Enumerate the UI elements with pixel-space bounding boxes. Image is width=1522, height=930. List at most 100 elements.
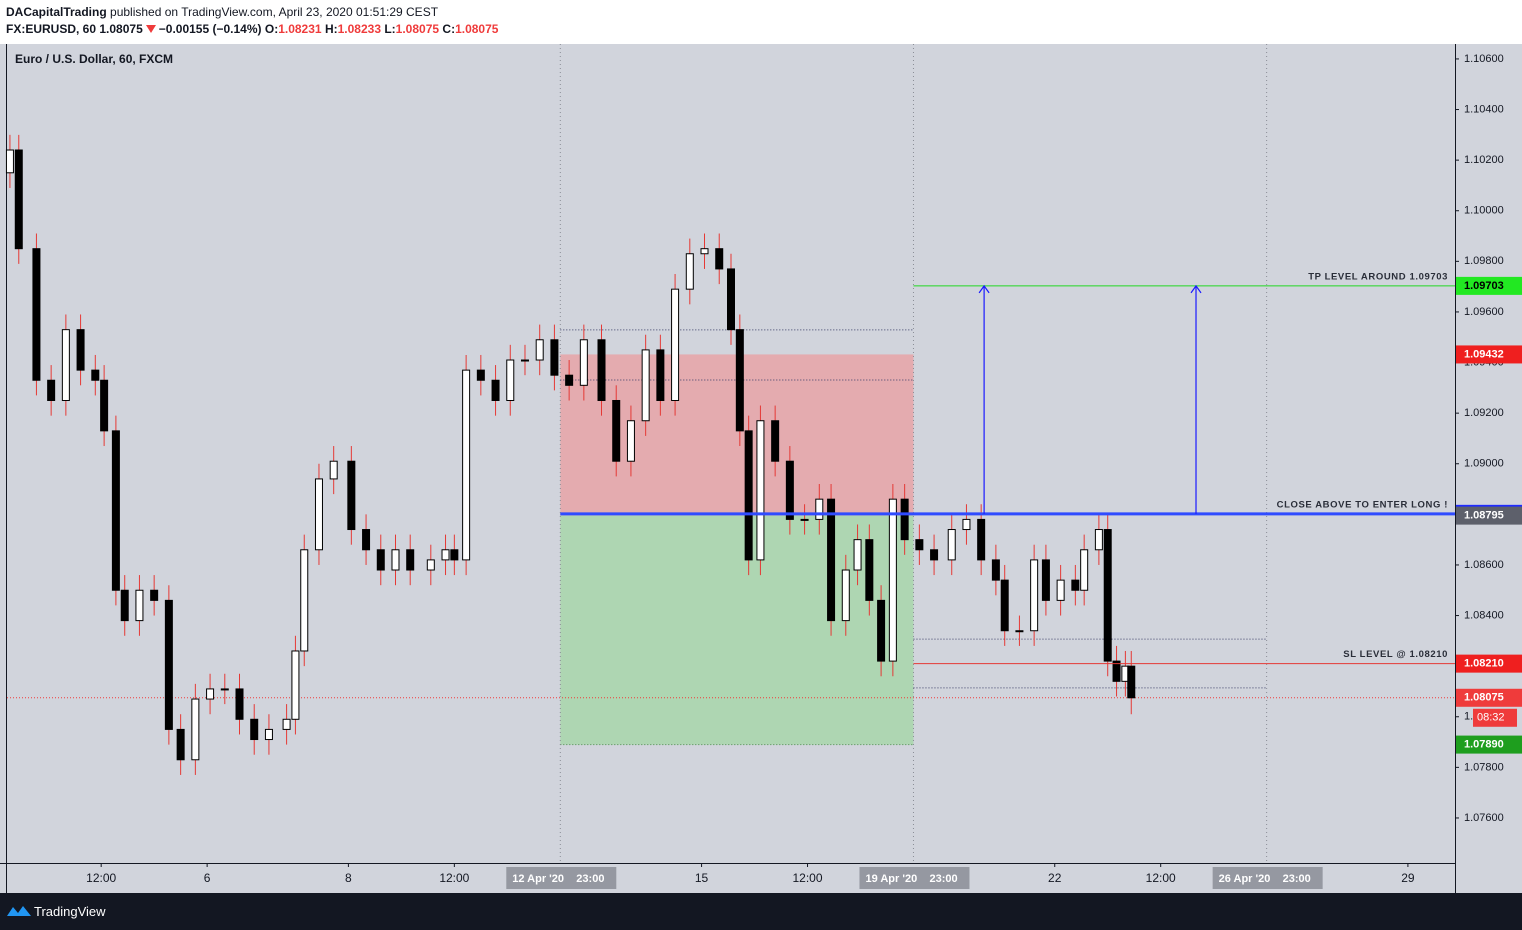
published: published on TradingView.com, April 23, … bbox=[110, 5, 439, 19]
low-value: 1.08075 bbox=[395, 22, 440, 36]
candle-body bbox=[579, 339, 588, 386]
x-tick-label: 12:00 bbox=[1146, 871, 1176, 885]
candle-body bbox=[476, 369, 485, 381]
down-arrow bbox=[145, 25, 156, 33]
candle-body bbox=[282, 718, 291, 730]
candle-body bbox=[888, 498, 897, 662]
candle-body bbox=[520, 359, 529, 362]
candle-body bbox=[1030, 559, 1039, 632]
price-badge-label: 1.09432 bbox=[1464, 348, 1504, 360]
price-badge-label: 1.09703 bbox=[1464, 280, 1504, 292]
candle-body bbox=[900, 498, 909, 541]
time-marker-time: 23:00 bbox=[929, 873, 957, 885]
time-marker-badge bbox=[859, 867, 970, 889]
candle-body bbox=[715, 248, 724, 270]
time-marker-date: 26 Apr '20 bbox=[1219, 873, 1271, 885]
candle-body bbox=[1080, 549, 1089, 591]
price-badge-label: 1.08210 bbox=[1464, 658, 1504, 670]
open-label: O: bbox=[264, 22, 279, 36]
symbol: FX:EURUSD, 60 bbox=[6, 22, 97, 36]
candle-body bbox=[164, 599, 173, 730]
price-badge bbox=[1456, 506, 1522, 525]
time-marker-time: 23:00 bbox=[576, 873, 604, 885]
candle-body bbox=[700, 248, 709, 255]
candle-body bbox=[1056, 579, 1065, 601]
countdown-label: 08:32 bbox=[1477, 712, 1505, 724]
candle-body bbox=[76, 329, 85, 371]
candle-body bbox=[450, 549, 459, 561]
x-tick-label: 29 bbox=[1401, 871, 1415, 885]
candle-body bbox=[1094, 529, 1103, 551]
candle-body bbox=[376, 549, 385, 571]
y-tick-label: 1.07600 bbox=[1464, 812, 1504, 824]
candle-body bbox=[597, 339, 606, 401]
candle-body bbox=[191, 698, 200, 761]
level-annotation: CLOSE ABOVE TO ENTER LONG ! bbox=[1277, 499, 1448, 510]
chart: TP LEVEL AROUND 1.09703 CLOSE ABOVE TO EN… bbox=[0, 44, 1522, 893]
candle-body bbox=[815, 498, 824, 520]
candle-body bbox=[220, 688, 229, 691]
candle-body bbox=[150, 589, 159, 601]
candle-body bbox=[800, 518, 809, 521]
candle-body bbox=[1103, 529, 1112, 662]
price-badge-label: 1.07890 bbox=[1464, 738, 1504, 750]
x-tick-label: 8 bbox=[345, 871, 352, 885]
candle-body bbox=[930, 549, 939, 561]
candle-body bbox=[1071, 579, 1080, 591]
candle-body bbox=[756, 420, 765, 561]
candle-body bbox=[656, 349, 665, 401]
symbol-line: FX:EURUSD, 60 1.08075 −0.00155 (−0.14%) O… bbox=[6, 22, 498, 36]
candle-body bbox=[771, 420, 780, 462]
candle-body bbox=[865, 539, 874, 601]
candle-body bbox=[491, 379, 500, 401]
y-tick-label: 1.10400 bbox=[1464, 103, 1504, 115]
candle-body bbox=[206, 688, 215, 700]
arrow-head bbox=[1190, 284, 1202, 294]
change: −0.00155 (−0.14%) bbox=[158, 22, 262, 36]
countdown-badge bbox=[1473, 708, 1517, 727]
candle-body bbox=[841, 569, 850, 622]
candle-body bbox=[100, 379, 109, 432]
candle-body bbox=[827, 498, 836, 622]
candle-body bbox=[727, 268, 735, 331]
candle-body bbox=[962, 518, 971, 531]
candle-body bbox=[135, 589, 144, 622]
y-tick-label: 1.09200 bbox=[1464, 407, 1504, 419]
time-marker-time: 23:00 bbox=[1283, 873, 1311, 885]
time-marker-badge bbox=[1212, 867, 1323, 889]
x-tick-label: 15 bbox=[695, 871, 709, 885]
x-tick-label: 12:00 bbox=[439, 871, 469, 885]
candle-body bbox=[120, 589, 129, 622]
candle-body bbox=[61, 329, 70, 401]
close-value: 1.08075 bbox=[455, 22, 499, 36]
candle-body bbox=[426, 559, 435, 571]
candle-body bbox=[406, 549, 415, 571]
current-price-badge bbox=[1456, 688, 1522, 707]
author: DACapitalTrading bbox=[6, 5, 107, 19]
low-label: L: bbox=[384, 22, 396, 36]
candle-body bbox=[347, 460, 356, 531]
candle-body bbox=[300, 549, 309, 652]
arrow-head bbox=[978, 284, 990, 294]
y-tick-label: 1.10200 bbox=[1464, 154, 1504, 166]
chart-title: Euro / U.S. Dollar, 60, FXCM bbox=[15, 52, 173, 66]
footer: TradingView bbox=[0, 893, 1522, 930]
candle-body bbox=[314, 478, 323, 551]
candle-body bbox=[915, 539, 924, 551]
x-tick-label: 12:00 bbox=[793, 871, 823, 885]
candle-body bbox=[250, 718, 259, 741]
candle-body bbox=[91, 369, 100, 381]
close-label: C: bbox=[442, 22, 456, 36]
logo bbox=[7, 906, 31, 916]
candle-body bbox=[785, 460, 794, 520]
price-badge bbox=[1456, 345, 1522, 364]
candle-body bbox=[111, 430, 120, 591]
last-price: 1.08075 bbox=[99, 22, 143, 36]
candle-body bbox=[391, 549, 400, 571]
level-annotation: TP LEVEL AROUND 1.09703 bbox=[1308, 271, 1448, 282]
candle-body bbox=[626, 420, 635, 462]
candle-body bbox=[947, 529, 956, 561]
price-badge bbox=[1456, 735, 1522, 754]
time-marker-date: 12 Apr '20 bbox=[512, 873, 564, 885]
candle-body bbox=[506, 359, 515, 401]
